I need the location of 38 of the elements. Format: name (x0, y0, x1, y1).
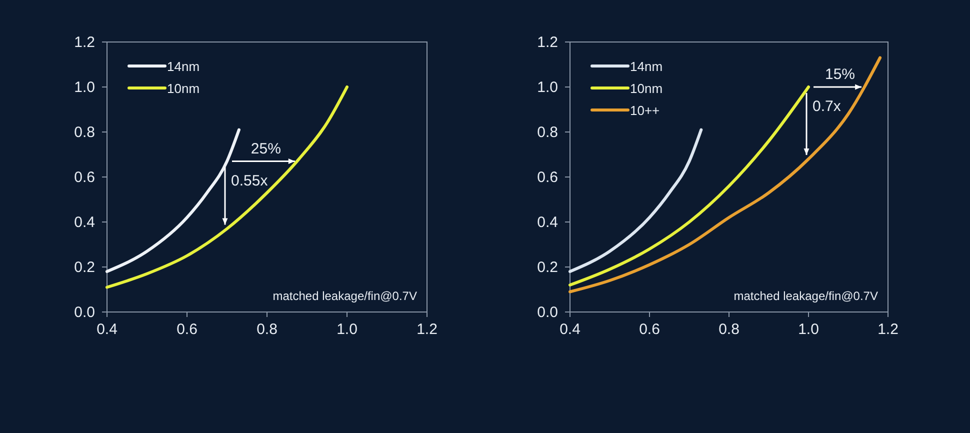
x-tick-label: 1.0 (798, 321, 819, 338)
y-tick-label: 1.2 (537, 34, 558, 51)
y-tick-label: 1.2 (74, 34, 95, 51)
y-tick-label: 0.8 (74, 124, 95, 141)
annotation: 0.7x (812, 98, 842, 115)
x-tick-label: 0.6 (176, 321, 198, 338)
line-series (568, 128, 703, 273)
x-tick-label: 0.6 (639, 321, 660, 338)
legend-label: 14nm (630, 59, 663, 74)
y-tick-label: 0.4 (74, 214, 95, 231)
line-series (106, 86, 348, 289)
x-tick-label: 1.2 (416, 321, 438, 338)
y-tick-label: 0.4 (537, 214, 558, 231)
x-tick-label: 0.4 (96, 321, 118, 338)
line-series (568, 86, 810, 286)
x-tick-label: 0.8 (718, 321, 740, 338)
y-tick-label: 0.0 (74, 304, 95, 321)
annotation: 0.55x (231, 172, 268, 190)
x-tick-label: 0.4 (560, 321, 580, 338)
legend-label: 14nm (167, 59, 200, 74)
x-tick-label: 1.0 (336, 321, 358, 338)
annotation: matched leakage/fin@0.7V (734, 289, 878, 303)
x-tick-label: 1.2 (878, 321, 898, 338)
legend-label: 10nm (167, 81, 200, 96)
legend-label: 10nm (630, 81, 663, 96)
y-tick-label: 0.0 (537, 304, 558, 321)
y-tick-label: 0.2 (74, 259, 95, 276)
annotation: matched leakage/fin@0.7V (272, 289, 417, 303)
y-tick-label: 1.0 (537, 79, 558, 96)
y-tick-label: 0.6 (74, 169, 95, 186)
legend-label: 10++ (630, 103, 660, 118)
x-tick-label: 0.8 (256, 321, 278, 338)
y-tick-label: 0.2 (537, 259, 558, 276)
y-tick-label: 0.6 (537, 169, 558, 186)
annotation: 25% (250, 140, 281, 158)
y-tick-label: 1.0 (74, 79, 95, 96)
annotation: 15% (824, 66, 856, 83)
y-tick-label: 0.8 (537, 124, 558, 141)
